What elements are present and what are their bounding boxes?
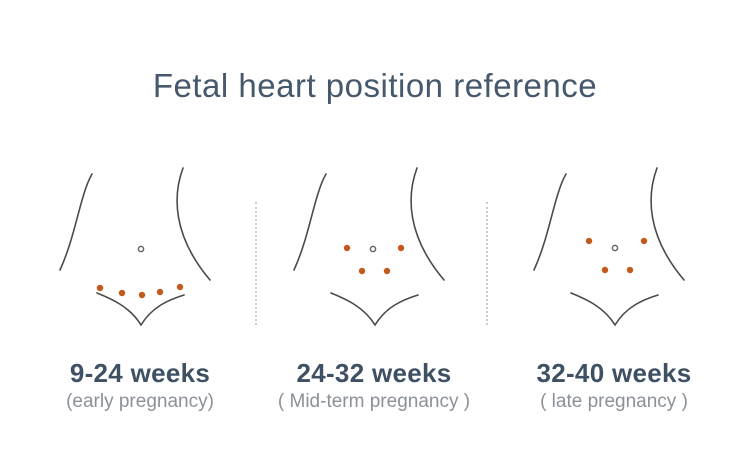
heart-position-dot (176, 283, 184, 291)
heart-position-dot (640, 237, 648, 245)
stage-weeks-label: 32-40 weeks (536, 358, 692, 388)
stage-phase-label: ( Mid-term pregnancy ) (277, 391, 471, 412)
heart-position-marks (585, 237, 648, 274)
stage-phase-label: ( late pregnancy ) (540, 391, 688, 412)
torso-outline-right (176, 167, 211, 281)
stage-weeks-label: 24-32 weeks (296, 358, 452, 388)
navel-mark (137, 245, 145, 253)
stage-weeks-label: 9-24 weeks (69, 358, 211, 388)
stage-phase-label: (early pregnancy) (66, 391, 214, 412)
navel-mark (369, 245, 377, 253)
heart-position-marks (96, 245, 184, 299)
page-title: Fetal heart position reference (152, 67, 598, 104)
heart-position-marks (343, 244, 405, 275)
torso-outline-pelvis (330, 292, 419, 327)
torso-outline-right (410, 167, 445, 281)
torso-figure-late (533, 167, 685, 327)
torso-outline-pelvis (96, 292, 185, 327)
torso-figure-early (59, 167, 211, 327)
stage-column-early: 9-24 weeks (early pregnancy) (40, 160, 240, 414)
heart-position-dot (358, 267, 366, 275)
heart-position-dot (585, 237, 593, 245)
torso-outline-pelvis (570, 292, 659, 327)
heart-position-dot (383, 267, 391, 275)
stage-column-late: 32-40 weeks ( late pregnancy ) (514, 160, 714, 414)
torso-outline-right (650, 167, 685, 281)
torso-outline-left (293, 173, 327, 271)
navel-mark (611, 244, 619, 252)
heart-position-dot (626, 266, 634, 274)
torso-outline-left (59, 173, 93, 271)
heart-position-dot (601, 266, 609, 274)
stage-divider-dashed (255, 202, 257, 325)
stage-column-mid: 24-32 weeks ( Mid-term pregnancy ) (274, 160, 474, 414)
heart-position-dot (156, 288, 164, 296)
heart-position-dot (138, 291, 146, 299)
heart-position-dot (118, 289, 126, 297)
torso-outline-left (533, 173, 567, 271)
heart-position-dot (397, 244, 405, 252)
heart-position-dot (96, 284, 104, 292)
torso-figure-mid (293, 167, 445, 327)
heart-position-dot (343, 244, 351, 252)
stage-divider-dashed (486, 202, 488, 325)
